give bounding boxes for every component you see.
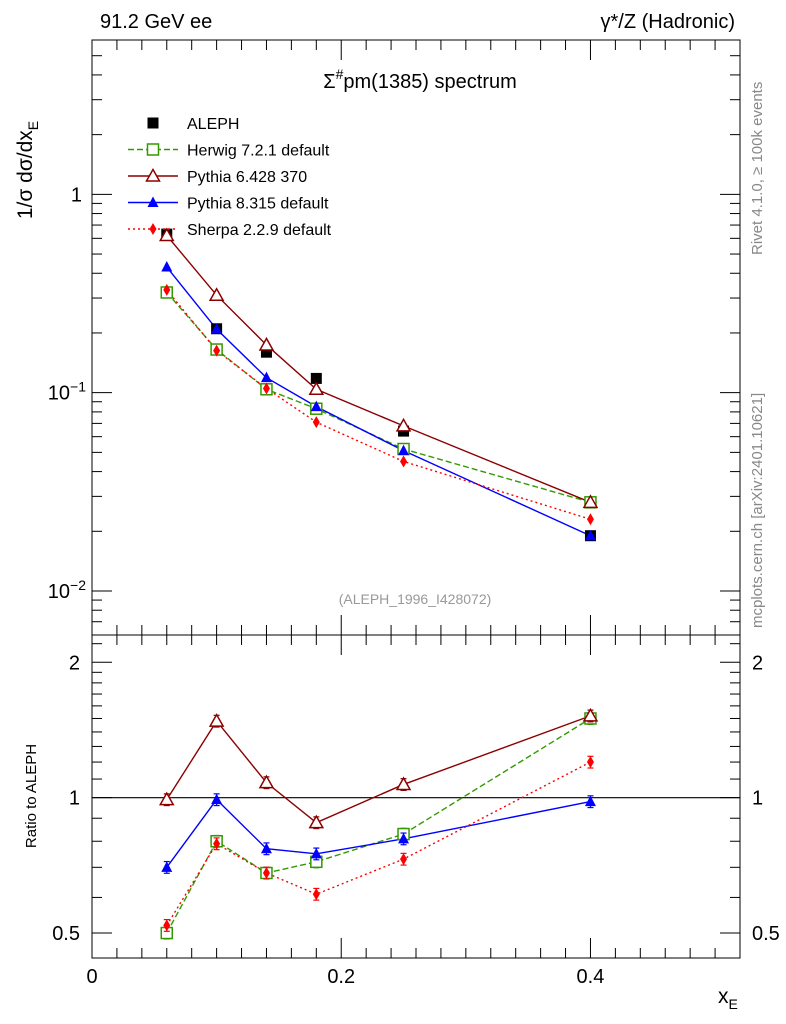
data-point-1 [158,791,175,806]
header-right: γ*/Z (Hadronic) [601,11,735,33]
y-tick-label: 10−1 [48,379,86,405]
data-point-3 [312,888,320,901]
legend-marker-0 [147,117,159,129]
y-tick-label-base: 10 [48,383,70,405]
y-axis-label-sub: E [25,121,41,130]
x-tick-label: 0.4 [577,966,605,988]
series-line-3 [166,761,591,926]
chart-title-sup: # [336,66,344,82]
x-tick-label: 0.2 [327,966,355,988]
data-point-3 [260,371,272,383]
data-point-2 [260,842,272,854]
series-line-0 [166,717,591,934]
series-line-1 [166,715,591,824]
data-point-0 [310,372,322,384]
y-tick-label-exponent: −1 [70,379,86,395]
y-axis-label-text: 1/σ dσ/dx [14,130,37,219]
analysis-watermark: (ALEPH_1996_I428072) [339,591,492,607]
data-point-3 [398,444,410,456]
data-point-4 [163,283,171,296]
data-point-3 [163,919,171,932]
data-point-3 [161,261,173,272]
legend-marker-3 [147,196,159,207]
data-point-2 [208,287,225,301]
data-point-1 [308,814,325,829]
y-tick-label-exponent: −2 [70,577,86,593]
legend: ALEPH Herwig 7.2.1 default Pythia 6.428 37… [128,116,332,239]
data-point-2 [584,795,596,807]
data-point-1 [208,713,225,727]
data-point-3 [400,853,408,866]
chart-title: Σ#pm(1385) spectrum [323,66,517,93]
y-axis-label: 1/σ dσ/dxE [14,121,41,219]
data-point-2 [308,381,325,396]
ratio-panel: 0.5 0.5 1 1 2 2 0 0.2 0.4 Ratio to ALEPH xE [23,634,780,1012]
legend-label-0: ALEPH [187,116,239,133]
data-point-4 [586,513,594,526]
ratio-y-tick-label-right: 2 [752,652,763,674]
data-point-2 [258,336,275,351]
data-point-2 [582,494,599,509]
legend-label-3: Pythia 8.315 default [187,196,329,213]
chart-title-rest: pm(1385) spectrum [343,71,516,93]
data-point-4 [312,416,320,429]
y-tick-label: 1 [71,184,82,206]
data-point-3 [262,866,270,879]
data-point-2 [310,847,322,859]
y-tick-label-base: 1 [71,184,82,206]
data-point-2 [395,417,412,432]
data-point-3 [213,837,221,850]
y-tick-label-base: 10 [48,581,70,603]
legend-marker-4 [149,223,157,235]
legend-label-4: Sherpa 2.2.9 default [187,222,332,239]
y-tick-label: 10−2 [48,577,86,603]
series-line-4 [166,289,591,520]
rivet-label: Rivet 4.1.0, ≥ 100k events [749,82,766,255]
series-line-2 [166,798,591,868]
legend-label-2: Pythia 6.428 370 [187,169,307,186]
data-point-2 [158,227,175,242]
data-point-2 [398,832,410,844]
data-point-2 [211,793,223,805]
data-point-3 [586,756,594,769]
data-point-4 [400,455,408,468]
mcplots-label: mcplots.cern.ch [arXiv:2401.10621] [749,393,766,628]
legend-label-1: Herwig 7.2.1 default [187,143,330,160]
x-axis-label-sub: E [729,996,738,1012]
ratio-y-tick-label-left: 1 [69,788,80,810]
chart-title-base: Σ [323,71,335,93]
data-point-1 [395,776,412,791]
x-axis-label: xE [718,985,738,1012]
data-point-2 [161,861,173,872]
data-point-3 [211,323,223,334]
ratio-frame [91,634,741,959]
header-left: 91.2 GeV ee [100,11,212,33]
data-point-1 [258,774,275,789]
ratio-y-tick-label-left: 0.5 [52,923,80,945]
ratio-y-axis-label: Ratio to ALEPH [23,744,40,848]
ratio-y-tick-label-left: 2 [69,652,80,674]
ratio-y-tick-label-right: 0.5 [752,923,780,945]
data-point-4 [213,344,221,357]
legend-marker-2 [145,167,161,182]
x-tick-label: 0 [86,966,97,988]
data-point-1 [582,707,599,722]
data-point-0 [260,346,272,358]
legend-marker-1 [146,143,160,156]
ratio-y-tick-label-right: 1 [752,788,763,810]
data-point-3 [584,529,596,541]
data-point-4 [262,382,270,395]
series-line-1 [166,292,591,503]
series-line-2 [166,235,591,503]
x-axis-label-text: x [718,985,729,1008]
series-line-3 [166,266,591,537]
data-point-3 [310,400,322,412]
